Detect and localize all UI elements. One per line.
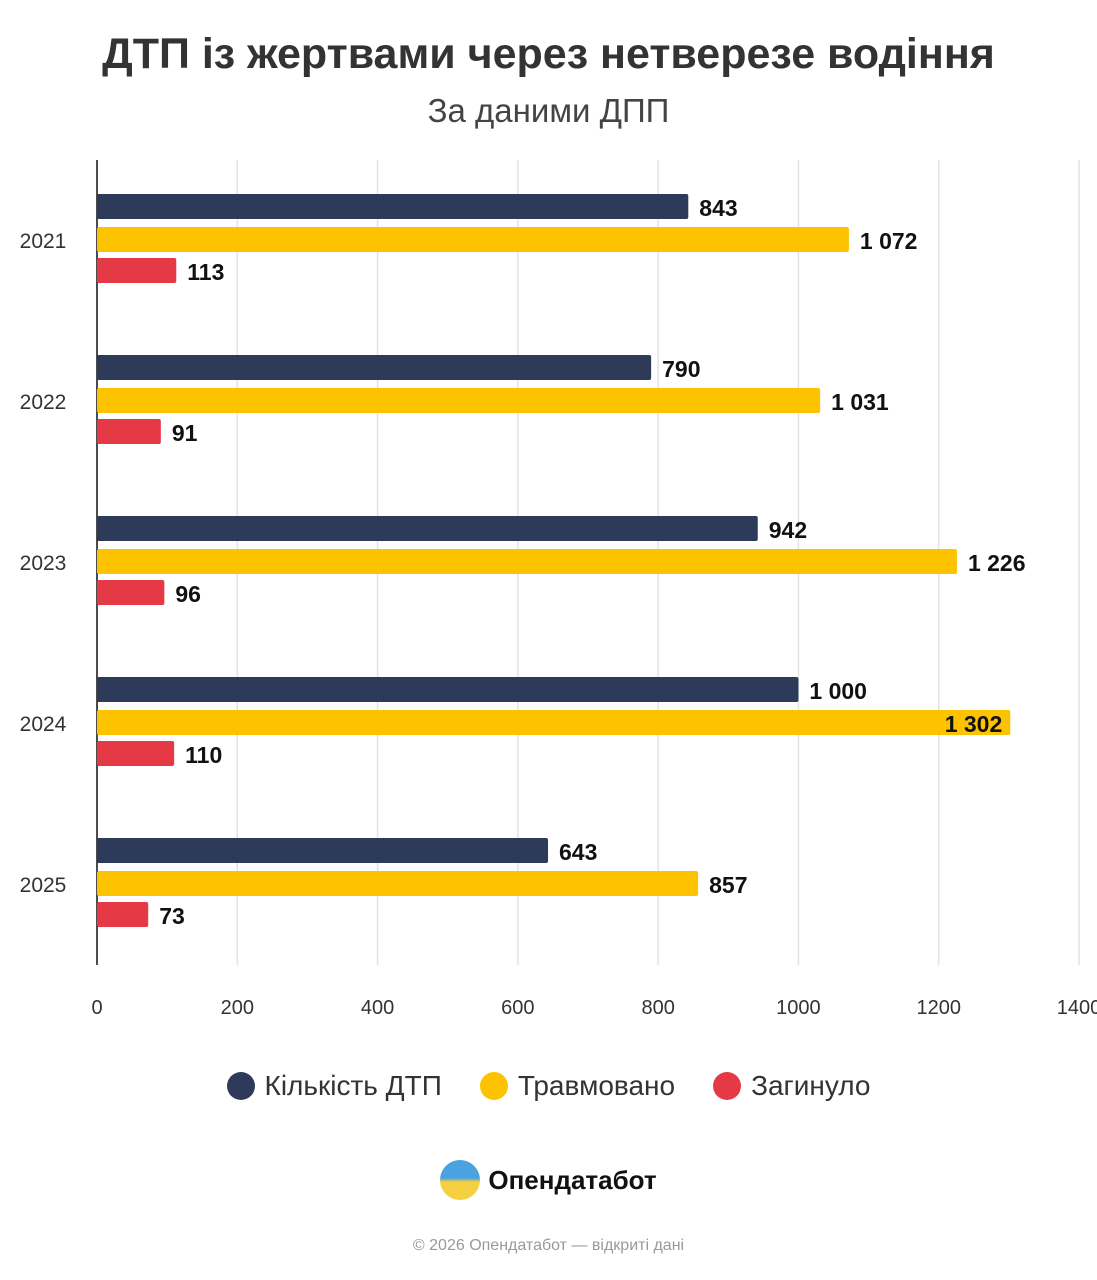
bar bbox=[97, 902, 149, 927]
legend-item-killed: Загинуло bbox=[713, 1070, 870, 1102]
y-tick-label: 2025 bbox=[20, 874, 67, 897]
data-label: 643 bbox=[559, 839, 597, 865]
data-label: 96 bbox=[175, 581, 201, 607]
bar bbox=[97, 871, 699, 896]
y-tick-label: 2023 bbox=[20, 552, 67, 575]
x-tick-label: 1000 bbox=[776, 997, 821, 1019]
x-tick-label: 800 bbox=[641, 997, 674, 1019]
legend-item-accidents: Кількість ДТП bbox=[226, 1070, 442, 1102]
x-tick-label: 1200 bbox=[916, 997, 961, 1019]
legend-swatch bbox=[713, 1072, 742, 1100]
bar bbox=[97, 838, 549, 863]
bar bbox=[97, 741, 175, 766]
bar bbox=[97, 258, 177, 283]
data-label: 790 bbox=[662, 356, 700, 382]
data-label: 73 bbox=[159, 903, 185, 929]
brand-name: Опендатабот bbox=[488, 1164, 657, 1195]
footer: © 2026 Опендатабот — відкриті дані bbox=[412, 1237, 685, 1254]
brand-logo: Опендатабот bbox=[0, 1160, 1097, 1200]
bar bbox=[97, 549, 957, 574]
legend-label: Кількість ДТП bbox=[264, 1070, 442, 1101]
x-tick-label: 600 bbox=[501, 997, 534, 1019]
chart-subtitle: За даними ДПП bbox=[427, 92, 670, 129]
bar bbox=[97, 419, 161, 444]
data-label: 1 031 bbox=[831, 389, 889, 415]
x-tick-label: 400 bbox=[361, 997, 394, 1019]
legend-swatch bbox=[479, 1072, 508, 1100]
legend-item-injured: Травмовано bbox=[479, 1070, 676, 1102]
x-tick-label: 0 bbox=[91, 997, 102, 1019]
bar bbox=[97, 710, 1011, 735]
bar bbox=[97, 516, 758, 541]
y-tick-label: 2024 bbox=[20, 713, 67, 736]
bar bbox=[97, 194, 689, 219]
data-label: 91 bbox=[172, 420, 198, 446]
data-label: 110 bbox=[185, 742, 222, 768]
bar bbox=[97, 227, 849, 252]
logo-icon bbox=[440, 1160, 481, 1200]
bar bbox=[97, 388, 821, 413]
y-tick-label: 2022 bbox=[20, 391, 67, 414]
legend-swatch bbox=[226, 1072, 255, 1100]
bar bbox=[97, 677, 799, 702]
bar bbox=[97, 580, 165, 605]
data-label: 1 302 bbox=[945, 711, 1003, 737]
x-tick-label: 200 bbox=[221, 997, 254, 1019]
legend: Кількість ДТП Травмовано Загинуло bbox=[0, 1070, 1097, 1102]
data-label: 1 226 bbox=[968, 550, 1026, 576]
legend-label: Травмовано bbox=[517, 1070, 676, 1101]
data-label: 942 bbox=[769, 517, 807, 543]
data-label: 113 bbox=[187, 259, 224, 285]
legend-label: Загинуло bbox=[751, 1070, 871, 1101]
data-label: 843 bbox=[699, 195, 737, 221]
data-label: 1 000 bbox=[809, 678, 867, 704]
chart-title: ДТП із жертвами через нетверезе водіння bbox=[102, 30, 995, 78]
data-label: 1 072 bbox=[860, 228, 918, 254]
bar bbox=[97, 355, 652, 380]
y-tick-label: 2021 bbox=[20, 230, 67, 253]
bar-chart: 0 200 400 600 800 1000 1200 1400 2021 843 1 072 113… bbox=[20, 160, 1097, 1019]
data-label: 857 bbox=[709, 872, 747, 898]
x-tick-label: 1400 bbox=[1057, 997, 1097, 1019]
